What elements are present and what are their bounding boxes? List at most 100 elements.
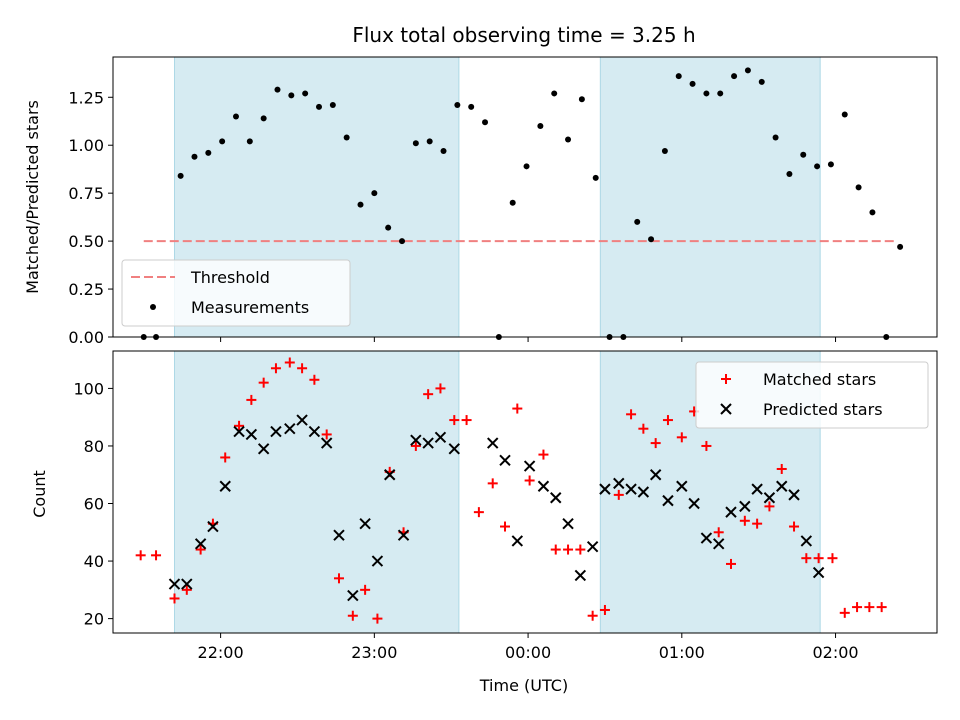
- matched-star-point: [599, 604, 610, 615]
- predicted-star-point: [448, 443, 460, 455]
- measurement-point: [509, 199, 516, 206]
- predicted-star-point: [181, 578, 193, 590]
- legend-measurements-swatch: [150, 304, 156, 310]
- matched-star-point: [876, 602, 887, 613]
- measurement-point: [454, 101, 461, 108]
- measurement-point: [219, 138, 226, 145]
- matched-star-point: [372, 613, 383, 624]
- legend-predicted-label: Predicted stars: [763, 400, 883, 419]
- predicted-star-point: [333, 529, 345, 541]
- predicted-star-point: [800, 535, 813, 547]
- measurement-point: [440, 147, 447, 154]
- matched-star-point: [309, 374, 320, 385]
- top-panel: 0.00 0.25 0.50 0.75 1.00 1.25 Threshold Measure…: [68, 56, 938, 347]
- predicted-star-point: [649, 469, 662, 481]
- matched-star-point: [776, 463, 787, 474]
- measurement-point: [246, 138, 253, 145]
- y-tick-label: 0.00: [68, 328, 104, 347]
- measurement-point: [537, 123, 544, 130]
- y-tick-label: 1.00: [68, 136, 104, 155]
- bottom-panel: 20 40 60 80 100 22:00 23:00 00:00 01:00 02:00 Matc…: [73, 350, 938, 662]
- predicted-star-point: [599, 483, 611, 495]
- measurement-point: [675, 73, 682, 80]
- measurement-point: [385, 224, 392, 231]
- measurement-point: [177, 172, 184, 179]
- measurement-point: [260, 115, 267, 122]
- top-legend-box: [121, 259, 351, 327]
- measurement-point: [578, 96, 585, 103]
- measurement-point: [869, 209, 876, 216]
- matched-star-point: [258, 377, 269, 388]
- matched-star-point: [563, 544, 574, 555]
- measurement-point: [426, 138, 433, 145]
- predicted-star-point: [776, 480, 788, 492]
- predicted-star-point: [410, 434, 422, 446]
- predicted-star-point: [613, 477, 625, 490]
- x-tick-label: 22:00: [198, 643, 244, 662]
- bottom-plot-frame: [112, 350, 938, 634]
- chart-title: Flux total observing time = 3.25 h: [352, 23, 695, 47]
- measurement-point: [731, 73, 738, 80]
- measurement-point: [772, 134, 779, 141]
- matched-star-point: [473, 507, 484, 518]
- predicted-star-point: [574, 569, 587, 582]
- measurement-point: [399, 238, 406, 245]
- matched-star-point: [321, 429, 332, 440]
- matched-star-point: [360, 584, 371, 595]
- matched-star-point: [813, 553, 824, 564]
- predicted-star-point: [194, 538, 207, 550]
- predicted-star-point: [625, 483, 637, 495]
- predicted-star-point: [739, 500, 751, 513]
- matched-star-point: [423, 389, 434, 400]
- y-tick-label: 80: [84, 437, 104, 456]
- matched-star-point: [827, 553, 838, 564]
- measurement-point: [565, 136, 572, 143]
- measurement-point: [744, 67, 751, 74]
- x-tick-label: 01:00: [659, 643, 705, 662]
- x-tick-label: 02:00: [812, 643, 858, 662]
- measurement-point: [592, 174, 599, 181]
- predicted-star-point: [233, 425, 245, 438]
- predicted-star-point: [168, 578, 181, 590]
- predicted-star-point: [523, 460, 536, 472]
- matched-star-point: [726, 558, 736, 569]
- matched-star-point: [284, 357, 295, 368]
- matched-star-point: [638, 423, 649, 434]
- matched-star-point: [297, 363, 308, 374]
- predicted-star-point: [487, 437, 499, 449]
- measurement-point: [717, 90, 724, 97]
- matched-star-point: [550, 544, 561, 555]
- matched-star-point: [461, 415, 472, 426]
- measurement-point: [482, 119, 489, 126]
- measurement-point: [191, 153, 198, 160]
- measurement-point: [302, 90, 309, 97]
- predicted-star-point: [347, 589, 359, 602]
- shaded-interval-1: [599, 56, 821, 338]
- predicted-star-point: [207, 520, 219, 533]
- measurement-point: [800, 151, 807, 158]
- predicted-star-point: [511, 535, 524, 547]
- measurement-point: [412, 140, 419, 147]
- shaded-interval-0: [173, 350, 460, 634]
- measurement-point: [634, 218, 641, 225]
- matched-star-point: [135, 550, 146, 561]
- predicted-star-point: [384, 469, 396, 481]
- matched-star-point: [739, 515, 750, 526]
- predicted-star-point: [434, 431, 447, 444]
- measurement-point: [827, 161, 834, 168]
- predicted-star-point: [499, 454, 511, 467]
- matched-star-point: [538, 449, 549, 460]
- matched-star-point: [410, 440, 421, 451]
- x-tick-label: 23:00: [351, 643, 397, 662]
- matched-star-point: [512, 403, 523, 414]
- legend-predicted-swatch: [720, 403, 732, 415]
- predicted-star-point: [751, 483, 763, 495]
- predicted-star-point: [812, 566, 825, 579]
- predicted-star-point: [219, 480, 231, 492]
- measurement-point: [661, 147, 668, 154]
- predicted-star-point: [270, 425, 282, 438]
- matched-star-point: [676, 432, 687, 443]
- matched-star-point: [713, 527, 724, 538]
- y-tick-label: 0.50: [68, 232, 104, 251]
- predicted-star-point: [320, 437, 333, 449]
